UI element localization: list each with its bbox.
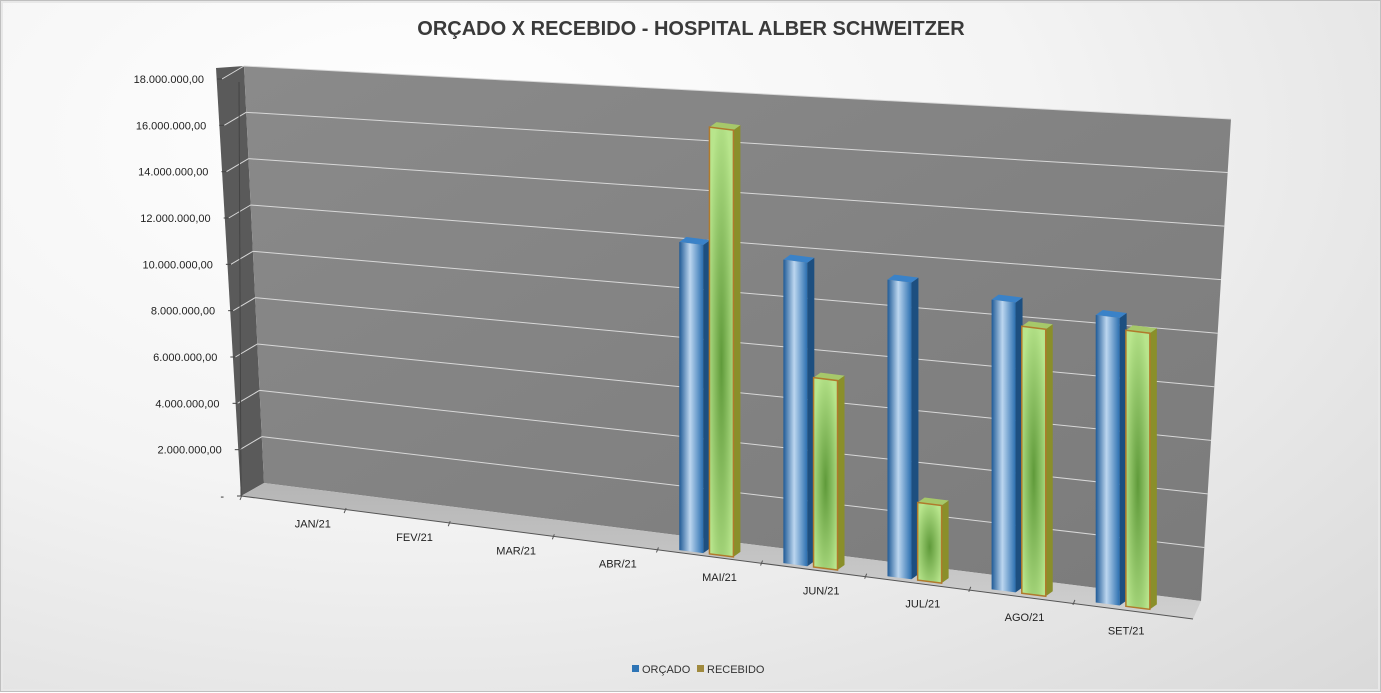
legend-swatch-orcado [632, 665, 639, 672]
bar [708, 126, 735, 558]
y-tick-label: 16.000.000,00 [136, 120, 206, 132]
bar-top [1125, 325, 1157, 334]
gridline-side [226, 158, 249, 173]
y-axis-line [238, 81, 242, 497]
legend-label-recebido: RECEBIDO [707, 664, 765, 676]
bar-side [807, 257, 815, 567]
gridline [243, 65, 1232, 120]
bar-top [917, 497, 949, 506]
x-axis-line [240, 495, 1194, 620]
bar-top [887, 274, 919, 283]
bar-top [1095, 309, 1127, 319]
bar [1095, 314, 1120, 606]
bar-side [1119, 313, 1127, 606]
x-tick-mark [655, 547, 659, 553]
gridline-side [232, 297, 256, 312]
bar-side [1045, 324, 1053, 597]
bar [887, 279, 912, 580]
bar [916, 501, 943, 584]
bar [991, 299, 1016, 593]
y-tick-label: 18.000.000,00 [134, 74, 204, 86]
x-tick-label: JUN/21 [803, 585, 840, 597]
x-tick-mark [968, 586, 972, 592]
x-tick-mark [864, 573, 868, 579]
x-axis: JAN/21 FEV/21 MAR/21 ABR/21 MAI/21 JUN/21 JUL/… [239, 494, 1194, 637]
y-tick-label: 14.000.000,00 [138, 167, 208, 179]
x-tick-label: JAN/21 [295, 519, 331, 531]
x-tick-mark [343, 507, 347, 514]
bar-side [941, 500, 949, 584]
gridline-side [239, 436, 263, 451]
y-tick-label: - [220, 491, 224, 503]
x-tick-mark [1072, 599, 1076, 606]
bar [679, 242, 704, 554]
bar [783, 259, 808, 567]
bar-top [783, 254, 815, 263]
bar-side [837, 375, 845, 570]
x-tick-label: ABR/21 [599, 559, 637, 571]
gridline-side [230, 250, 254, 265]
bar [1021, 325, 1047, 598]
chart-title: ORÇADO X RECEBIDO - HOSPITAL ALBER SCHWE… [417, 18, 965, 40]
legend-swatch-recebido [697, 665, 704, 672]
y-tick-label: 12.000.000,00 [140, 213, 210, 225]
y-tick-label: 8.000.000,00 [151, 306, 215, 318]
x-tick-mark [447, 521, 451, 527]
legend: ORÇADO RECEBIDO [632, 664, 765, 676]
bar-side [1015, 297, 1023, 593]
x-tick-label: MAR/21 [496, 545, 536, 557]
bar-side [1149, 328, 1157, 610]
bar [812, 376, 839, 571]
bars [679, 122, 1157, 611]
x-tick-mark [239, 494, 243, 501]
x-tick-mark [551, 534, 555, 540]
bar-top [991, 294, 1023, 303]
bar-side [703, 240, 711, 554]
gridline-side [221, 65, 245, 80]
x-tick-label: SET/21 [1108, 625, 1145, 637]
bar-top [709, 122, 741, 131]
x-tick-label: FEV/21 [396, 532, 433, 544]
legend-label-orcado: ORÇADO [642, 664, 691, 676]
x-tick-label: AGO/21 [1005, 612, 1045, 624]
bar-top [813, 372, 845, 381]
y-tick-label: 10.000.000,00 [143, 259, 213, 271]
x-tick-label: JUL/21 [905, 599, 940, 611]
gridline-side [235, 343, 258, 358]
gridline-side [223, 111, 247, 126]
bar-side [911, 277, 919, 580]
bar [1125, 329, 1151, 611]
x-tick-label: MAI/21 [702, 572, 737, 584]
bar-side [733, 125, 741, 557]
gridline-side [237, 389, 260, 404]
bar-top [1021, 321, 1053, 330]
y-tick-label: 6.000.000,00 [153, 352, 217, 364]
bar-top [679, 237, 711, 246]
y-tick-label: 4.000.000,00 [155, 398, 219, 410]
x-tick-mark [760, 560, 764, 566]
y-tick-label: 2.000.000,00 [158, 445, 222, 457]
